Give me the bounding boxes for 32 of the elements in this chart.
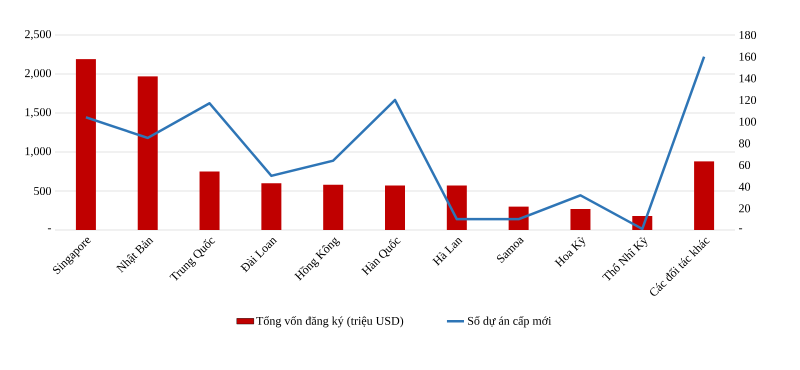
bar <box>76 59 96 230</box>
bar <box>446 186 467 230</box>
bar <box>261 183 282 230</box>
y2-tick-label: 80 <box>738 139 750 148</box>
y2-tick-label: 100 <box>740 118 756 126</box>
y2-tick-label: 40 <box>738 182 750 191</box>
y2-tick-label: 180 <box>740 30 756 40</box>
x-tick-label: Hoa Kỳ <box>554 237 586 268</box>
y2-tick-label: 120 <box>740 96 756 104</box>
bar <box>138 76 158 230</box>
line-series <box>84 55 706 230</box>
y2-tick-label: 160 <box>740 52 756 61</box>
y-tick-label: - <box>48 228 52 230</box>
y-tick-label: 2,000 <box>25 69 52 79</box>
x-tick-label: Các đối tác khác <box>650 238 710 296</box>
legend-label: Số dự án cấp mới <box>468 316 552 328</box>
y2-tick-label: 60 <box>739 160 750 170</box>
legend-label: Tổng vốn đăng ký (triệu USD) <box>256 316 404 328</box>
y-tick-label: 2,500 <box>25 30 52 40</box>
y2-tick-label: - <box>738 228 742 230</box>
y2-tick-label: 140 <box>740 74 756 82</box>
bar <box>200 172 220 230</box>
y-tick-label: 1,000 <box>26 147 52 157</box>
y-tick-label: 500 <box>34 186 52 196</box>
y-tick-label: 1,500 <box>26 108 52 118</box>
bar <box>323 184 344 230</box>
bar <box>385 186 406 230</box>
x-tick-label: Hà Lan <box>432 238 463 266</box>
y2-tick-label: 20 <box>739 204 750 212</box>
bar <box>694 161 714 230</box>
bar <box>570 208 590 230</box>
x-tick-label: Nhật Bản <box>116 238 154 273</box>
